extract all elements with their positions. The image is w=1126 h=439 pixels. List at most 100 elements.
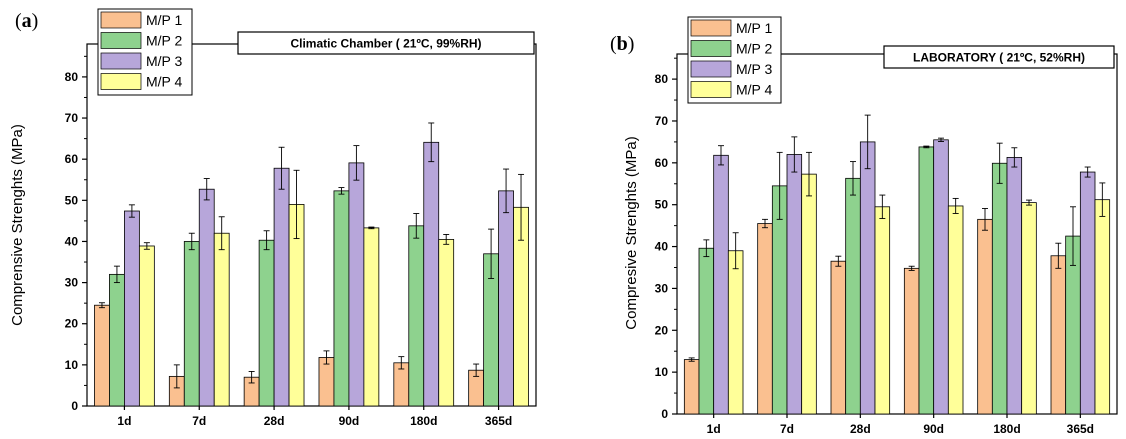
chart-panel-b: 0 10 20 30 40 50 60 70 80 Compresive Strenghts (M… [610,16,1118,436]
panel-label-letter: b [617,33,628,55]
bar [1079,171,1096,415]
y-tick-label: 10 [655,365,669,379]
x-tick-label: 180d [993,422,1020,436]
bar [138,245,155,407]
bar [498,190,514,407]
y-tick-label: 50 [655,198,669,212]
bar [318,357,335,407]
x-tick-label: 28d [850,422,871,436]
bar [991,162,1008,415]
bar [423,141,440,407]
bar [213,232,230,407]
legend-swatch [690,81,732,98]
bar [109,273,125,407]
y-tick-label: 70 [655,114,669,128]
y-tick-label: 70 [65,111,79,125]
bar [771,185,788,415]
x-tick-label: 28d [264,414,285,428]
y-tick-label: 30 [655,281,669,295]
panel-label-letter: a [22,10,32,32]
legend-label: M/P 3 [736,61,773,77]
condition-label: LABORATORY ( 21ºC, 52%RH) [913,51,1085,65]
y-axis-title: Comprensive Strenghts (MPa) [9,124,26,326]
bar [786,154,803,415]
legend-label: M/P 4 [146,74,183,90]
y-tick-label: 10 [65,358,79,372]
bar [363,227,380,407]
bar [727,250,744,415]
bar [918,146,935,415]
y-tick-label: 0 [661,407,668,421]
y-tick-label: 40 [65,234,79,248]
bar [933,139,949,415]
bar [333,190,350,407]
y-tick-label: 0 [71,399,78,413]
y-tick-label: 50 [65,193,79,207]
y-tick-label: 30 [65,276,79,290]
bar [1021,202,1037,415]
condition-box [237,31,535,55]
y-tick-label: 60 [65,152,79,166]
bar [273,167,290,407]
panel-label-open: ( [15,10,22,32]
panel-label: (b) [610,33,634,55]
bar [1006,156,1023,415]
legend-swatch [690,60,732,78]
x-tick-label: 365d [485,414,512,428]
chart-panel-a: 0 10 20 30 40 50 60 70 80 Comprensive Strenghts (… [9,8,537,428]
x-tick-label: 90d [923,422,944,436]
legend-swatch [690,40,732,57]
bar [845,177,861,415]
bar [859,141,876,415]
condition-label: Climatic Chamber ( 21ºC, 99%RH) [290,37,481,51]
bar [683,359,700,415]
legend-swatch [100,73,142,90]
legend-swatch [100,11,142,29]
panel-label-close: ) [628,33,635,55]
bar [801,173,817,415]
y-tick-label: 40 [655,240,669,254]
bar [438,238,455,407]
bar [874,206,891,415]
x-tick-label: 7d [780,422,794,436]
bar [348,162,365,407]
legend-swatch [690,19,732,37]
y-tick-label: 20 [65,317,79,331]
bar [408,225,425,407]
bar [713,154,729,415]
legend-swatch [100,32,142,49]
y-tick-label: 20 [655,323,669,337]
legend-label: M/P 1 [146,12,183,28]
bar [757,223,773,415]
bar [947,205,964,415]
y-tick-label: 60 [655,156,669,170]
bar [977,218,993,415]
x-tick-label: 365d [1067,422,1094,436]
legend-label: M/P 1 [736,20,773,36]
bar [198,188,215,407]
y-tick-label: 80 [65,70,79,84]
bar [830,260,847,415]
bar [183,241,200,407]
panel-label: (a) [15,10,38,32]
panel-label-close: ) [32,10,39,32]
y-tick-label: 80 [655,72,669,86]
bar [94,304,110,407]
x-tick-label: 1d [117,414,131,428]
x-tick-label: 90d [339,414,360,428]
legend-label: M/P 2 [146,33,183,49]
legend-label: M/P 2 [736,41,773,57]
x-tick-label: 7d [192,414,206,428]
condition-box [883,45,1115,69]
legend-label: M/P 4 [736,82,773,98]
bar [903,267,920,415]
bar [1050,255,1067,415]
bar [124,210,140,407]
x-tick-label: 1d [707,422,721,436]
panel-label-open: ( [610,33,617,55]
x-tick-label: 180d [410,414,437,428]
legend-label: M/P 3 [146,53,183,69]
legend-swatch [100,52,142,70]
bar [1094,199,1111,415]
